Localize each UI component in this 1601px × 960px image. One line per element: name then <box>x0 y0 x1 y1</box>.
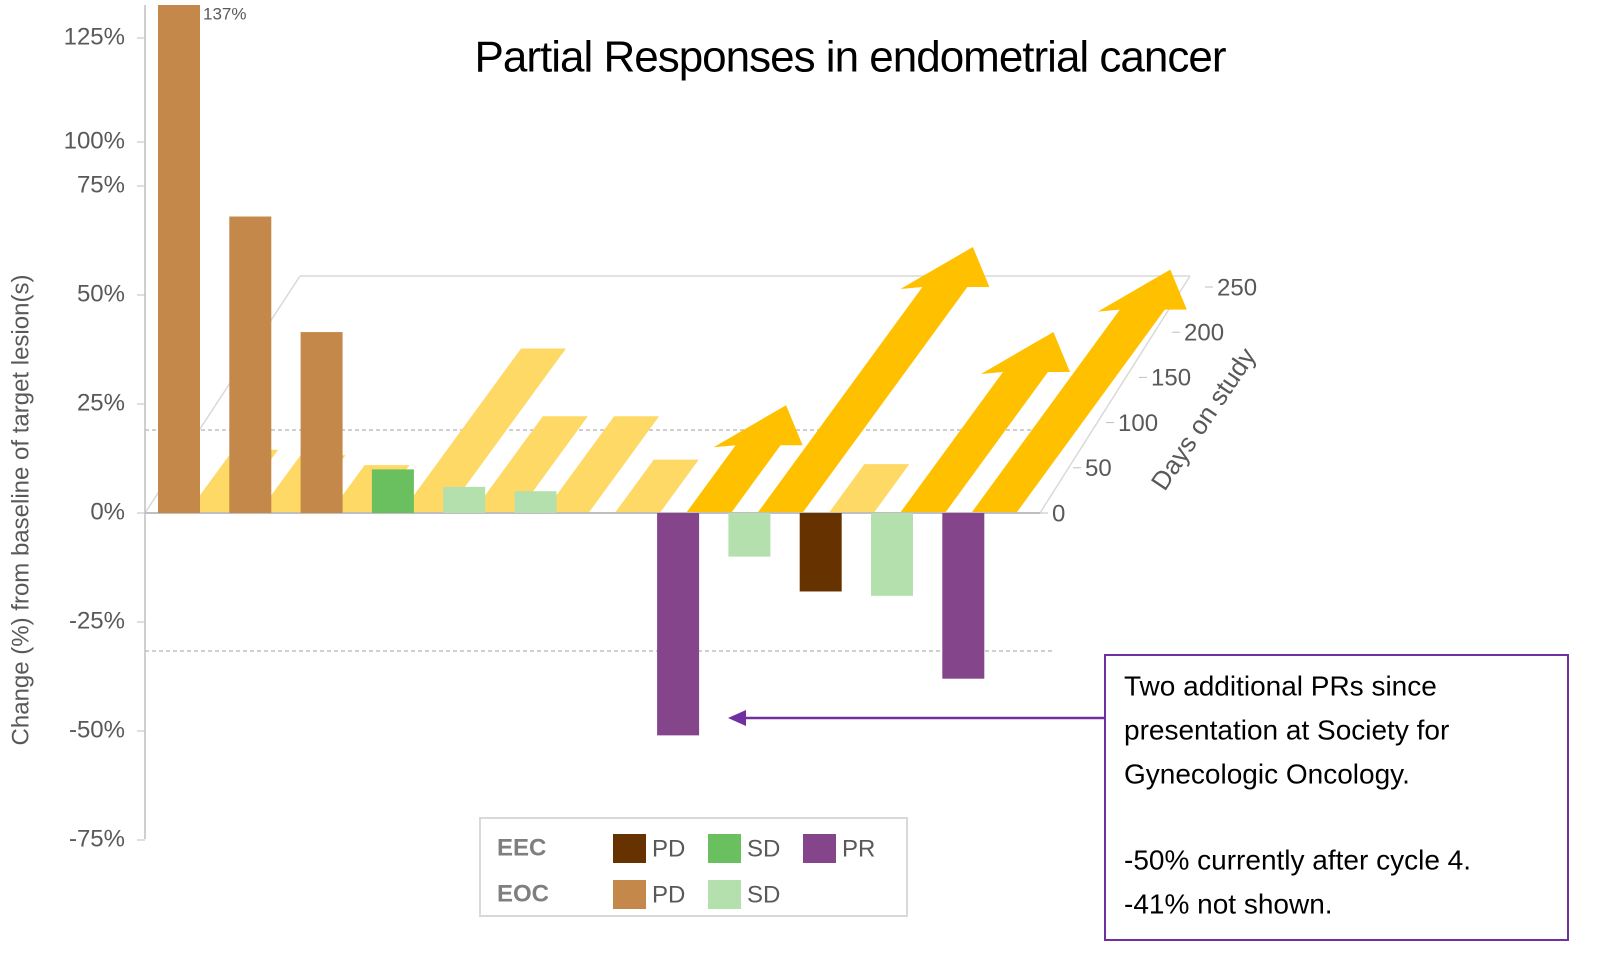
legend-swatch <box>803 834 836 863</box>
legend-label: SD <box>747 881 780 908</box>
bar <box>229 216 272 513</box>
annotation-arrowhead <box>728 710 746 726</box>
bar <box>728 513 771 557</box>
legend-label: PR <box>842 835 875 862</box>
annotation-text: Gynecologic Oncology. <box>1124 758 1410 789</box>
legend-label: SD <box>747 835 780 862</box>
legend-swatch <box>613 834 646 863</box>
days-bar <box>828 464 910 513</box>
days-bar <box>614 459 699 513</box>
days-arrow <box>971 269 1187 513</box>
legend-label: PD <box>652 881 685 908</box>
bar <box>942 513 985 679</box>
annotation-box <box>1104 654 1569 941</box>
y-tick-label: -25% <box>69 607 125 634</box>
bar <box>300 332 343 513</box>
days-arrow <box>757 247 990 513</box>
y-tick-label: 0% <box>90 498 125 525</box>
annotation-text: -50% currently after cycle 4. <box>1124 844 1471 875</box>
y-axis-label: Change (%) from baseline of target lesio… <box>7 275 34 746</box>
days-bar <box>400 348 567 513</box>
bar <box>443 486 486 513</box>
annotation-text: -41% not shown. <box>1124 888 1333 919</box>
y2-tick-label: 150 <box>1151 365 1191 392</box>
chart-title: Partial Responses in endometrial cancer <box>475 33 1226 82</box>
y-tick-label: 75% <box>77 171 125 198</box>
days-arrow <box>900 331 1070 513</box>
days-bar <box>472 416 588 513</box>
bar <box>657 513 700 736</box>
y2-tick-label: 250 <box>1217 274 1257 301</box>
y-tick-label: -50% <box>69 716 125 743</box>
bar <box>799 513 842 592</box>
legend-swatch <box>708 834 741 863</box>
annotation-text: presentation at Society for <box>1124 714 1449 745</box>
y2-tick-label: 0 <box>1052 500 1065 527</box>
bar <box>871 513 913 596</box>
legend-swatch <box>708 880 741 909</box>
y-tick-label: 25% <box>77 389 125 416</box>
legend-swatch <box>613 880 646 909</box>
y2-tick-label: 200 <box>1184 320 1224 347</box>
bar <box>371 469 414 513</box>
annotation-text: Two additional PRs since <box>1124 670 1437 701</box>
bar <box>158 5 200 513</box>
legend-group: EOC <box>497 880 549 907</box>
y-tick-label: 125% <box>64 23 125 50</box>
y-tick-label: 50% <box>77 280 125 307</box>
legend-group: EEC <box>497 834 546 861</box>
days-bar <box>543 416 660 513</box>
y2-tick-label: 50 <box>1085 455 1112 482</box>
y2-tick-label: 100 <box>1118 410 1158 437</box>
legend-label: PD <box>652 835 685 862</box>
y-tick-label: 100% <box>64 127 125 154</box>
bar <box>514 491 557 513</box>
value-label: 137% <box>203 4 246 23</box>
days-arrow <box>686 405 803 513</box>
y-tick-label: -75% <box>69 825 125 852</box>
